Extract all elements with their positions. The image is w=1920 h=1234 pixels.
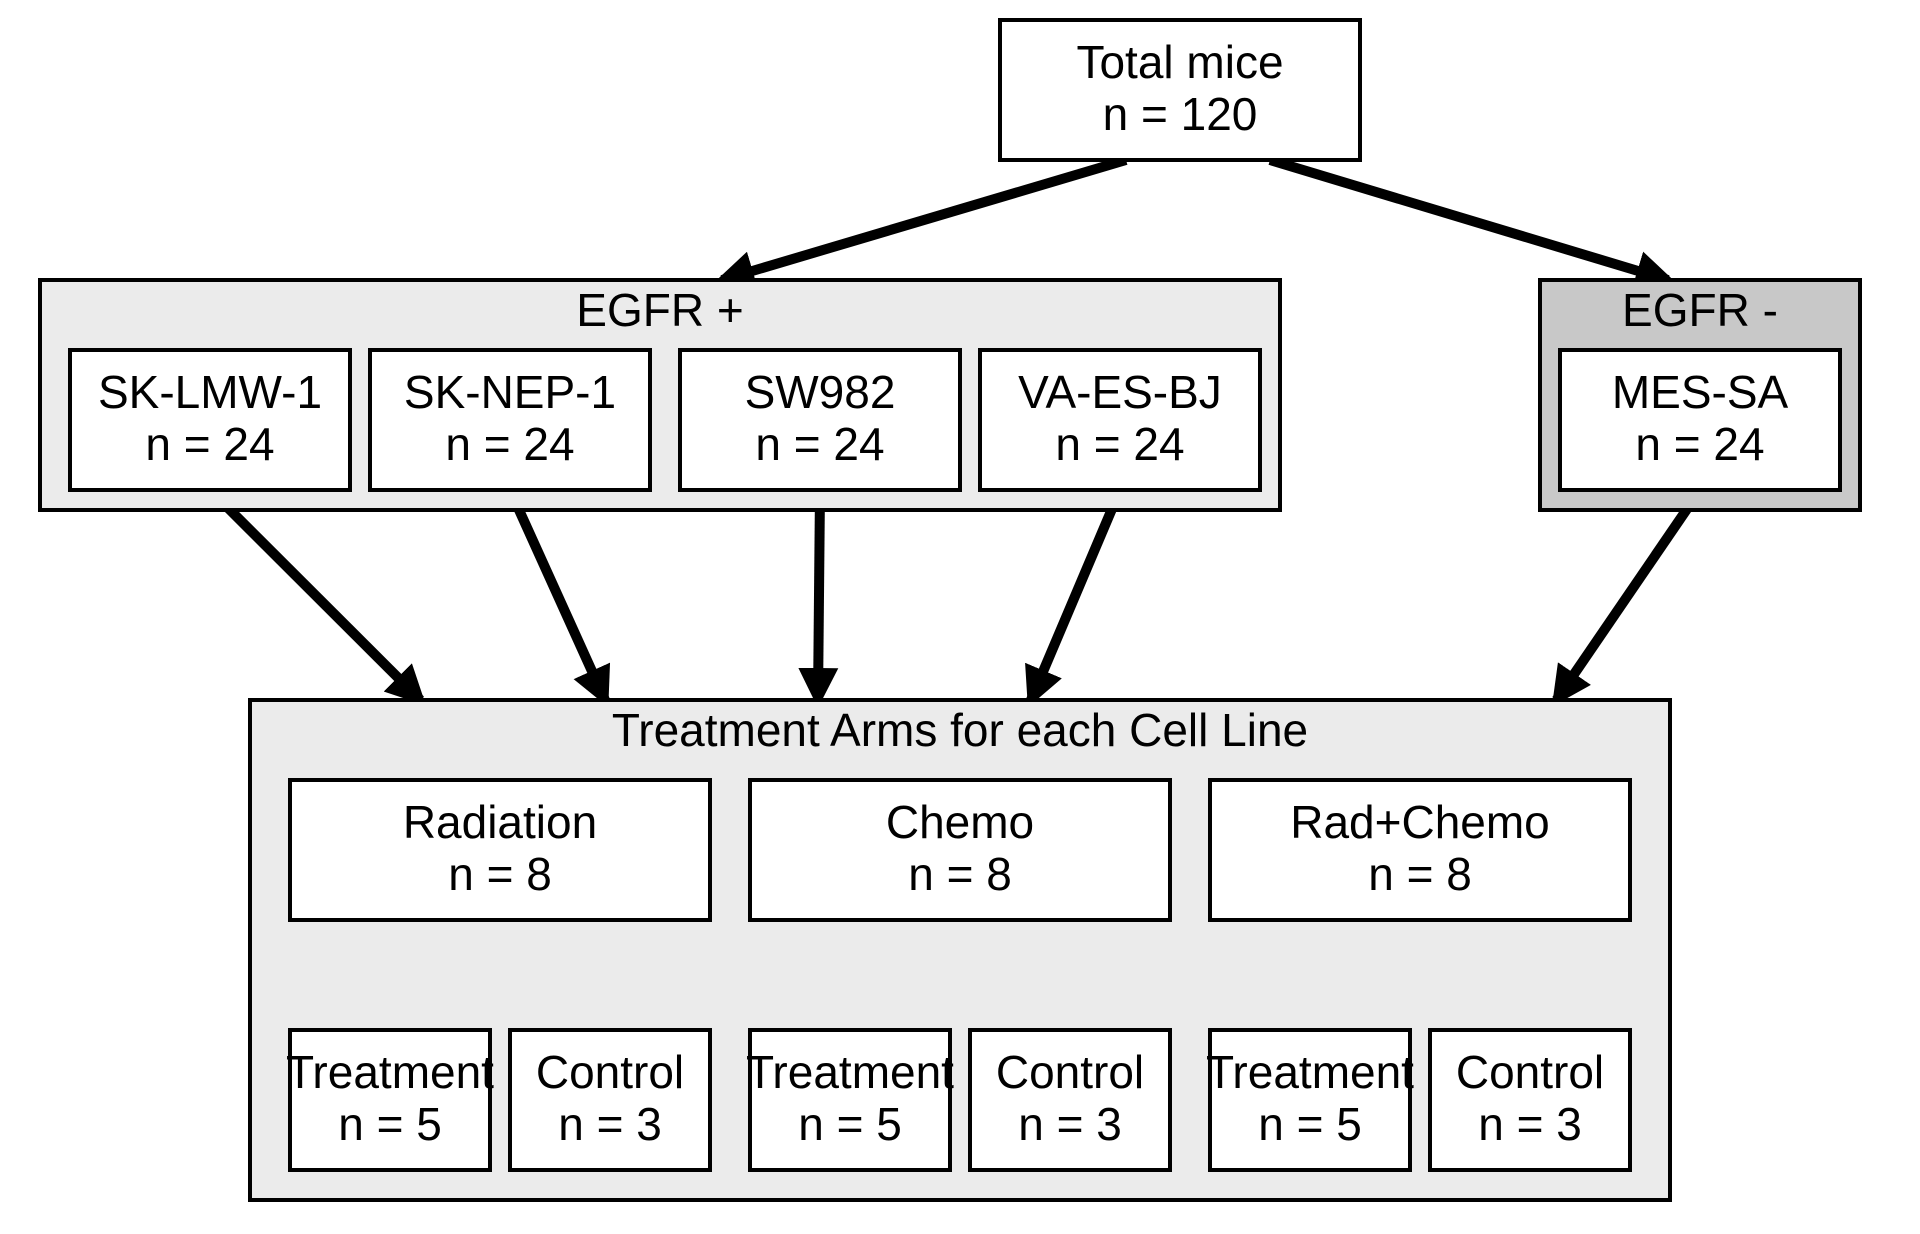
- flowchart-canvas: EGFR + EGFR - Treatment Arms for each Cell…: [0, 0, 1920, 1234]
- node-line2: n = 3: [1018, 1098, 1122, 1150]
- node-arm1: Radiationn = 8: [290, 780, 710, 920]
- node-line2: n = 24: [755, 418, 884, 470]
- node-a3t: Treatmentn = 5: [1206, 1030, 1414, 1170]
- node-line1: MES-SA: [1612, 366, 1789, 418]
- node-cl4: VA-ES-BJn = 24: [980, 350, 1260, 490]
- node-line1: Treatment: [286, 1046, 494, 1098]
- node-line2: n = 8: [1368, 848, 1472, 900]
- node-a1t: Treatmentn = 5: [286, 1030, 494, 1170]
- node-line1: Treatment: [746, 1046, 954, 1098]
- node-line2: n = 24: [445, 418, 574, 470]
- edge-cl1-armsBox: [210, 490, 420, 700]
- node-a3c: Controln = 3: [1430, 1030, 1630, 1170]
- node-line2: n = 24: [145, 418, 274, 470]
- node-total: Total micen = 120: [1000, 20, 1360, 160]
- node-line1: Rad+Chemo: [1290, 796, 1550, 848]
- node-line1: Control: [1456, 1046, 1604, 1098]
- node-cl1: SK-LMW-1n = 24: [70, 350, 350, 490]
- node-line2: n = 8: [908, 848, 1012, 900]
- node-a1c: Controln = 3: [510, 1030, 710, 1170]
- edge-cl5-armsBox: [1556, 490, 1700, 700]
- edge-total-egfrPos: [722, 160, 1126, 280]
- node-line1: Control: [536, 1046, 684, 1098]
- node-line2: n = 5: [1258, 1098, 1362, 1150]
- node-line2: n = 8: [448, 848, 552, 900]
- node-line1: SW982: [745, 366, 896, 418]
- node-cl3: SW982n = 24: [680, 350, 960, 490]
- edge-total-egfrNeg: [1270, 160, 1668, 280]
- node-line2: n = 120: [1103, 88, 1258, 140]
- node-line1: VA-ES-BJ: [1018, 366, 1222, 418]
- node-line2: n = 24: [1635, 418, 1764, 470]
- node-line1: Total mice: [1076, 36, 1283, 88]
- node-line2: n = 24: [1055, 418, 1184, 470]
- node-line1: Treatment: [1206, 1046, 1414, 1098]
- edge-cl3-armsBox: [818, 490, 820, 700]
- node-title: EGFR -: [1622, 284, 1778, 336]
- node-arm2: Chemon = 8: [750, 780, 1170, 920]
- node-cl5: MES-SAn = 24: [1560, 350, 1840, 490]
- node-line2: n = 5: [798, 1098, 902, 1150]
- node-line2: n = 5: [338, 1098, 442, 1150]
- node-cl2: SK-NEP-1n = 24: [370, 350, 650, 490]
- node-title: EGFR +: [576, 284, 743, 336]
- node-arm3: Rad+Chemon = 8: [1210, 780, 1630, 920]
- node-line1: Control: [996, 1046, 1144, 1098]
- node-line2: n = 3: [1478, 1098, 1582, 1150]
- node-a2t: Treatmentn = 5: [746, 1030, 954, 1170]
- edge-cl4-armsBox: [1031, 490, 1120, 700]
- node-line1: SK-NEP-1: [404, 366, 616, 418]
- node-line2: n = 3: [558, 1098, 662, 1150]
- node-a2c: Controln = 3: [970, 1030, 1170, 1170]
- node-line1: Chemo: [886, 796, 1034, 848]
- edge-cl2-armsBox: [510, 490, 605, 700]
- node-line1: SK-LMW-1: [98, 366, 322, 418]
- node-line1: Radiation: [403, 796, 597, 848]
- node-title: Treatment Arms for each Cell Line: [612, 704, 1308, 756]
